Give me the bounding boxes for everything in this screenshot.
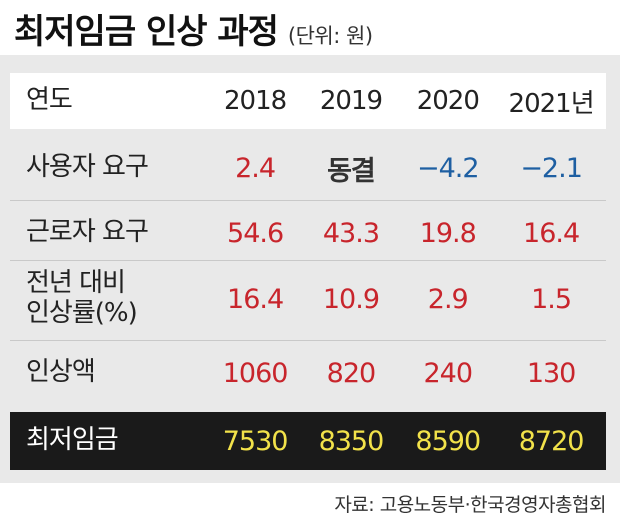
table-cell: 8590 bbox=[415, 425, 481, 457]
table-cell: 1.5 bbox=[531, 283, 572, 315]
table-cell: 1060 bbox=[222, 357, 289, 389]
table-cell: 동결 bbox=[327, 155, 376, 187]
row-label-line: 전년 대비 bbox=[26, 268, 126, 299]
page-title: 최저임금 인상 과정 bbox=[14, 12, 279, 52]
header-year: 2020 bbox=[416, 86, 480, 116]
table-cell: −4.2 bbox=[416, 152, 480, 184]
row-divider bbox=[10, 200, 606, 201]
row-label: 최저임금 bbox=[26, 425, 119, 456]
table-cell: 130 bbox=[526, 357, 577, 389]
table-row-worker-demand: 근로자 요구 54.6 43.3 19.8 16.4 bbox=[10, 202, 606, 264]
table-cell: 2.4 bbox=[235, 152, 276, 184]
header-year: 2021년 bbox=[508, 88, 595, 119]
table-row-employer-demand: 사용자 요구 2.4 동결 −4.2 −2.1 bbox=[10, 137, 606, 199]
table-cell: 8720 bbox=[518, 425, 585, 457]
table-cell: 240 bbox=[423, 357, 474, 389]
table-cell: 7530 bbox=[222, 425, 289, 457]
row-divider bbox=[10, 260, 606, 261]
table-cell: 8350 bbox=[318, 425, 385, 457]
table-cell: 19.8 bbox=[419, 217, 477, 249]
table-panel: 연도 2018 2019 2020 2021년 사용자 요구 2.4 동결 −4… bbox=[0, 55, 620, 483]
unit-note: (단위: 원) bbox=[287, 24, 373, 48]
table-cell: 16.4 bbox=[227, 283, 284, 315]
table-cell: 2.9 bbox=[427, 283, 469, 315]
header-year: 2018 bbox=[224, 86, 287, 116]
table-row-increase-amount: 인상액 1060 820 240 130 bbox=[10, 341, 606, 405]
row-label: 사용자 요구 bbox=[26, 152, 149, 183]
row-divider bbox=[10, 340, 606, 341]
title-block: 최저임금 인상 과정 (단위: 원) bbox=[14, 4, 373, 52]
header-year: 2019 bbox=[319, 86, 383, 116]
source-note: 자료: 고용노동부·한국경영자총협회 bbox=[334, 494, 606, 516]
table-cell: 10.9 bbox=[322, 283, 380, 315]
table-cell: 54.6 bbox=[227, 217, 284, 249]
header-label: 연도 bbox=[26, 85, 73, 116]
row-label: 인상액 bbox=[26, 357, 96, 388]
table-row-increase-rate: 전년 대비 인상률(%) 16.4 10.9 2.9 1.5 bbox=[10, 259, 606, 339]
table-row-minimum-wage: 최저임금 7530 8350 8590 8720 bbox=[10, 412, 606, 470]
table-cell: 43.3 bbox=[322, 217, 380, 249]
table-cell: −2.1 bbox=[520, 152, 583, 184]
table-cell: 820 bbox=[326, 357, 377, 389]
table-header-row: 연도 2018 2019 2020 2021년 bbox=[10, 73, 606, 129]
row-label: 근로자 요구 bbox=[26, 217, 149, 248]
table-cell: 16.4 bbox=[523, 217, 580, 249]
row-label: 전년 대비 인상률(%) bbox=[10, 268, 208, 329]
row-label-line: 인상률(%) bbox=[26, 298, 138, 328]
